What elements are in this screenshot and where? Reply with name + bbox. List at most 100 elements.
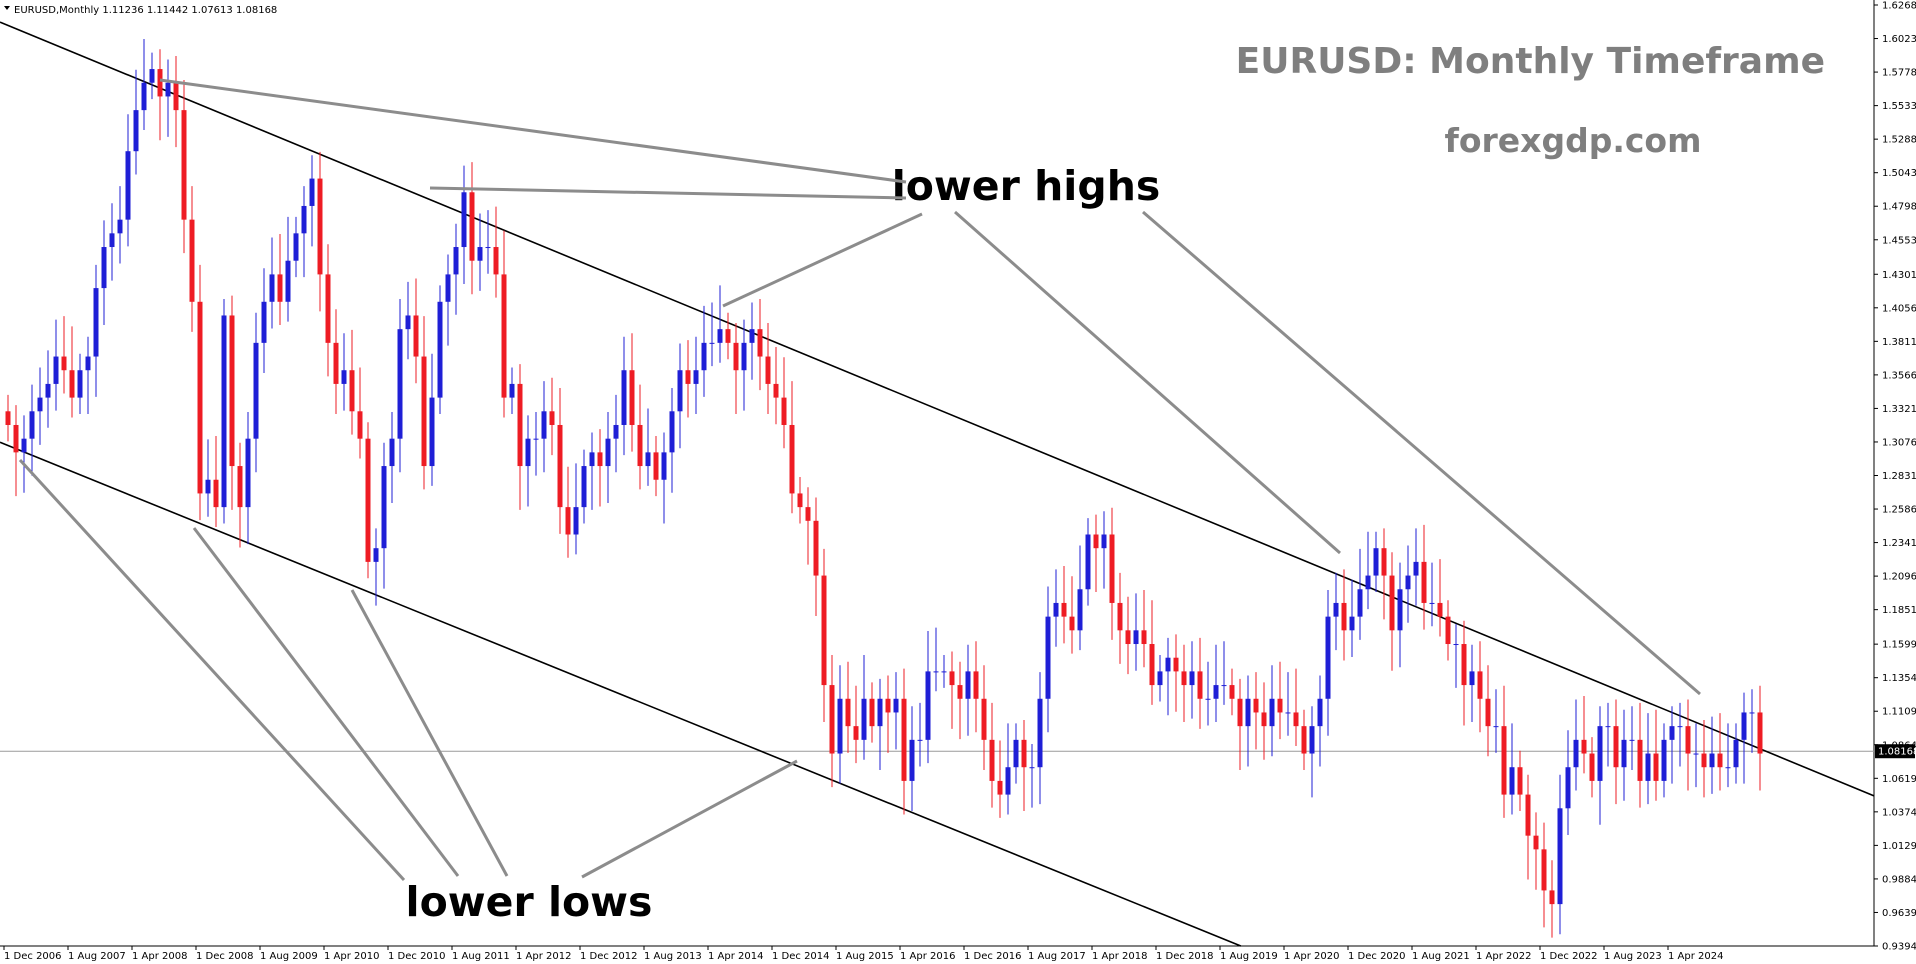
candle-body [509, 383, 515, 398]
candle-body [1357, 589, 1363, 617]
y-tick-label: 1.45530 [1882, 235, 1916, 246]
candle-body [1413, 561, 1419, 576]
candle [917, 702, 923, 767]
candle-body [373, 548, 379, 562]
candle-body [973, 671, 979, 699]
candle [141, 38, 147, 130]
candle [589, 432, 595, 510]
candle-body [493, 247, 499, 275]
candle [1309, 706, 1315, 798]
y-tick-label: 1.30760 [1882, 437, 1916, 448]
candle-body [861, 698, 867, 740]
candle-body [597, 452, 603, 467]
candle [1109, 507, 1115, 640]
y-tick-label: 1.23410 [1882, 538, 1916, 549]
candle [1493, 689, 1499, 753]
candle-body [669, 411, 675, 453]
candle-body [757, 329, 763, 357]
candle-body [1677, 726, 1683, 728]
candle-body [1197, 671, 1203, 699]
candle [1509, 723, 1515, 815]
candle [1437, 559, 1443, 637]
candle-body [1373, 548, 1379, 576]
candle [277, 234, 283, 326]
candle-body [325, 274, 331, 343]
candle [925, 631, 931, 764]
candle [1085, 518, 1091, 606]
candle [1197, 637, 1203, 729]
candle [685, 340, 691, 418]
candle [1429, 562, 1435, 627]
candle [1405, 545, 1411, 623]
candle-body [917, 739, 923, 741]
candle [1301, 709, 1307, 770]
candle-body [589, 452, 595, 467]
candle [1149, 600, 1155, 705]
candle-body [245, 438, 251, 508]
candle-body [693, 370, 699, 384]
candle [693, 336, 699, 415]
annotation-pointer-line [722, 212, 923, 308]
candle-body [13, 424, 19, 453]
candle [77, 353, 83, 415]
x-tick-label: 1 Apr 2016 [900, 951, 955, 962]
candle [565, 466, 571, 558]
candle [861, 654, 867, 760]
candle-body [85, 356, 91, 371]
candle [805, 487, 811, 565]
candle-body [1397, 589, 1403, 631]
candle [869, 682, 875, 743]
y-tick-label: 1.47980 [1882, 202, 1916, 213]
candle-body [797, 493, 803, 508]
candle [1637, 702, 1643, 808]
candle-body [1013, 739, 1019, 768]
candle-body [733, 342, 739, 371]
candle-body [1469, 671, 1475, 686]
candle-body [197, 301, 203, 494]
x-tick-label: 1 Dec 2020 [1348, 951, 1406, 962]
candle-body [1037, 698, 1043, 768]
candle-body [885, 698, 891, 713]
candle [893, 672, 899, 750]
candle [973, 641, 979, 733]
annotations: lower highs lower lows [18, 78, 1701, 926]
candle [1381, 528, 1387, 620]
candle-body [397, 329, 403, 439]
candle [541, 381, 547, 473]
candle [389, 411, 395, 504]
candle-body [933, 671, 939, 673]
candle-body [541, 411, 547, 439]
candle [261, 268, 267, 373]
candle-body [317, 178, 323, 275]
candle-body [445, 274, 451, 302]
candle [5, 394, 11, 442]
candle-body [533, 438, 539, 440]
candle [877, 678, 883, 770]
candle-body [989, 739, 995, 781]
candle-body [957, 685, 963, 699]
candle [1077, 545, 1083, 651]
candle-body [909, 739, 915, 781]
annotation-pointer-line [1142, 210, 1701, 696]
x-tick-label: 1 Aug 2011 [452, 951, 510, 962]
candle-body [1005, 767, 1011, 795]
y-tick-label: 1.57780 [1882, 68, 1916, 79]
candle [61, 316, 67, 394]
candle [173, 56, 179, 148]
candle [101, 220, 107, 326]
candle-body [1693, 753, 1699, 755]
candle-body [1605, 726, 1611, 728]
candle-body [1189, 671, 1195, 686]
candle [549, 377, 555, 456]
candle-body [789, 424, 795, 494]
candle [1653, 709, 1659, 801]
candle-body [1485, 698, 1491, 727]
candle-body [1429, 602, 1435, 604]
candle [205, 439, 211, 517]
candle [1277, 661, 1283, 740]
candle [1565, 730, 1571, 835]
candle-body [1045, 616, 1051, 699]
candle-body [157, 69, 163, 97]
candle [725, 312, 731, 360]
candle-body [1445, 616, 1451, 645]
